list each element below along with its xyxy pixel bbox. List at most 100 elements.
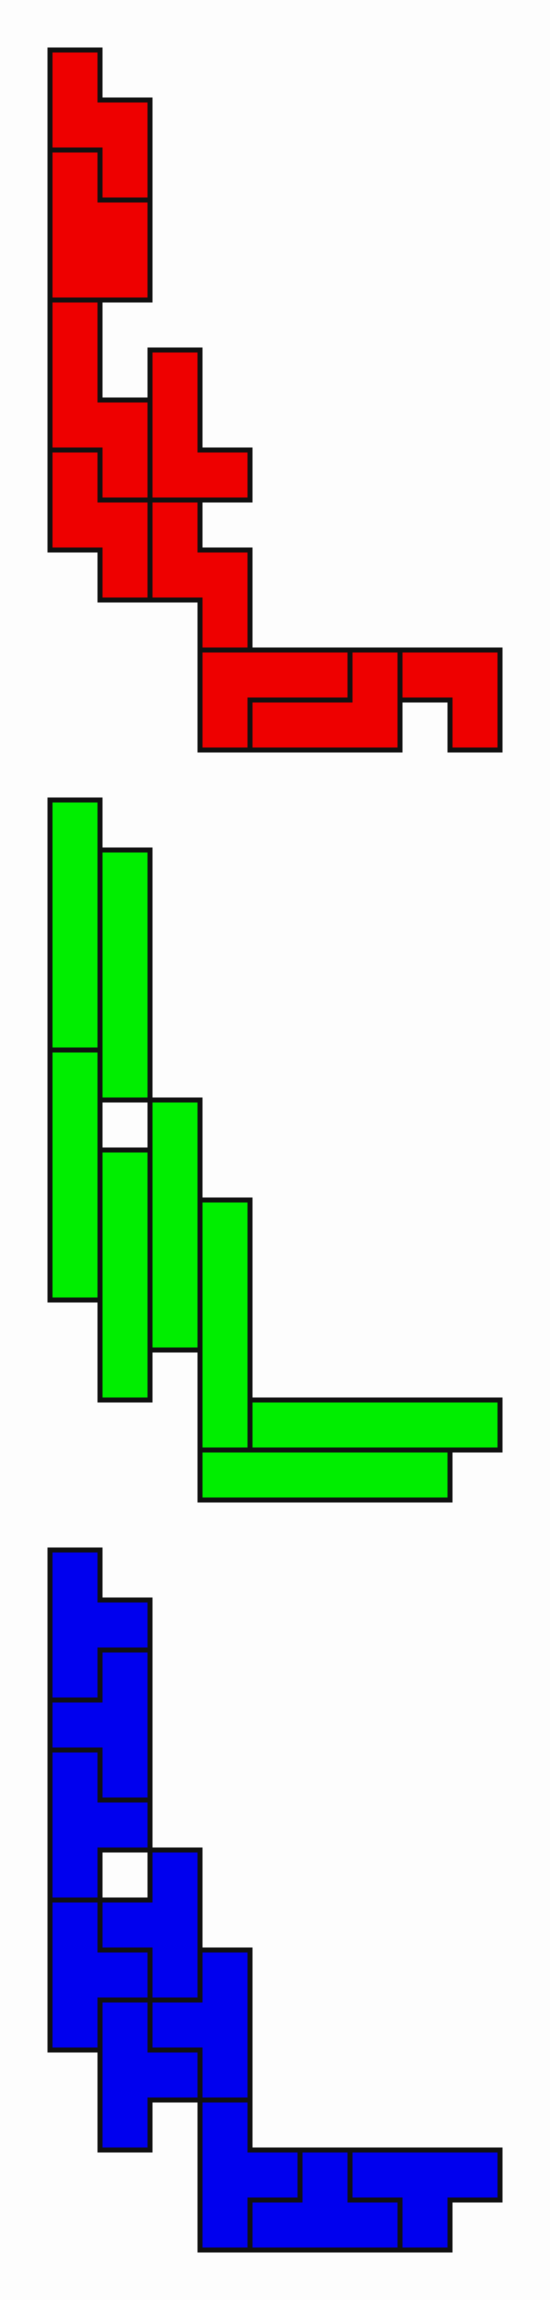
green-cell	[200, 1400, 250, 1450]
blue-cell	[50, 1750, 100, 1800]
blue-piece-6	[97, 1997, 203, 2153]
blue-cell	[200, 2150, 250, 2200]
green-cell	[200, 1300, 250, 1350]
blue-cell	[300, 2200, 350, 2250]
red-cell	[350, 650, 400, 700]
blue-cell	[100, 2050, 150, 2100]
green-tiling	[47, 797, 503, 1503]
green-piece-1	[47, 797, 103, 1053]
green-cell	[100, 850, 150, 900]
green-cell	[150, 1250, 200, 1300]
blue-cell	[150, 1900, 200, 1950]
green-cell	[100, 1350, 150, 1400]
blue-cell	[300, 2150, 350, 2200]
green-cell	[200, 1200, 250, 1250]
green-piece-4	[147, 1097, 203, 1353]
red-piece-1	[47, 47, 153, 203]
blue-cell	[450, 2150, 500, 2200]
blue-cell	[400, 2200, 450, 2250]
red-cell	[100, 200, 150, 250]
red-piece-outline	[397, 647, 503, 753]
blue-cell	[100, 2100, 150, 2150]
green-cell	[50, 950, 100, 1000]
red-cell	[200, 650, 250, 700]
green-cell	[400, 1400, 450, 1450]
green-cell	[50, 800, 100, 850]
green-cell	[200, 1250, 250, 1300]
blue-tiling	[47, 1547, 503, 2253]
red-cell	[100, 500, 150, 550]
red-cell	[450, 700, 500, 750]
green-cell	[200, 1350, 250, 1400]
green-cell	[150, 1200, 200, 1250]
red-cell	[150, 550, 200, 600]
green-cell	[150, 1300, 200, 1350]
red-cell	[400, 650, 450, 700]
green-cell	[100, 950, 150, 1000]
red-cell	[100, 100, 150, 150]
green-piece-8	[197, 1447, 453, 1503]
red-cell	[100, 400, 150, 450]
red-cell	[300, 700, 350, 750]
red-cell	[250, 700, 300, 750]
blue-piece-outline	[347, 2147, 503, 2253]
blue-cell	[50, 1650, 100, 1700]
red-cell	[200, 450, 250, 500]
blue-cell	[350, 2200, 400, 2250]
blue-piece-5	[97, 1847, 203, 2003]
blue-cell	[50, 1700, 100, 1750]
green-piece-7	[247, 1397, 503, 1453]
green-cell	[100, 1050, 150, 1100]
blue-cell	[150, 2000, 200, 2050]
blue-cell	[50, 1600, 100, 1650]
green-cell	[100, 900, 150, 950]
blue-cell	[100, 2000, 150, 2050]
green-cell	[250, 1400, 300, 1450]
green-piece-2	[97, 847, 153, 1103]
red-piece-6	[147, 497, 253, 653]
blue-cell	[150, 1950, 200, 2000]
red-cell	[200, 700, 250, 750]
green-cell	[50, 900, 100, 950]
green-cell	[100, 1300, 150, 1350]
green-cell	[50, 1050, 100, 1100]
blue-cell	[100, 1800, 150, 1850]
blue-cell	[100, 1750, 150, 1800]
red-cell	[100, 250, 150, 300]
green-cell	[50, 850, 100, 900]
green-cell	[100, 1000, 150, 1050]
green-piece-5	[97, 1147, 153, 1403]
blue-cell	[200, 2100, 250, 2150]
red-piece-7	[197, 647, 353, 753]
blue-cell	[150, 2050, 200, 2100]
red-cell	[450, 650, 500, 700]
green-cell	[300, 1400, 350, 1450]
blue-cell	[200, 1950, 250, 2000]
blue-piece-1	[47, 1547, 153, 1703]
red-cell	[50, 100, 100, 150]
green-cell	[450, 1400, 500, 1450]
red-cell	[250, 650, 300, 700]
blue-cell	[50, 1900, 100, 1950]
red-cell	[150, 500, 200, 550]
red-cell	[100, 450, 150, 500]
green-cell	[250, 1450, 300, 1500]
blue-piece-2	[47, 1647, 153, 1803]
red-cell	[50, 150, 100, 200]
green-cell	[100, 1250, 150, 1300]
red-tiling	[47, 47, 503, 753]
red-cell	[150, 450, 200, 500]
green-cell	[50, 1000, 100, 1050]
green-cell	[100, 1200, 150, 1250]
red-piece-5	[147, 347, 253, 503]
red-cell	[150, 400, 200, 450]
green-cell	[100, 1150, 150, 1200]
blue-cell	[150, 1850, 200, 1900]
blue-cell	[100, 1650, 150, 1700]
green-cell	[350, 1400, 400, 1450]
red-cell	[350, 700, 400, 750]
red-cell	[300, 650, 350, 700]
red-cell	[50, 450, 100, 500]
blue-piece-9	[247, 2147, 403, 2253]
